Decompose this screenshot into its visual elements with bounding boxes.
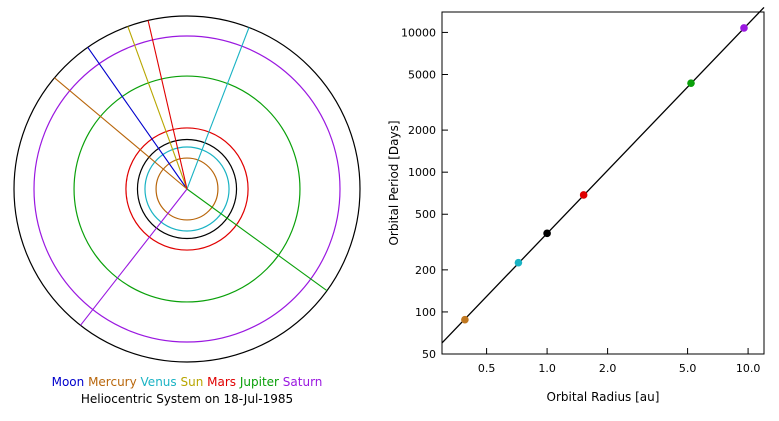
ray-mars	[147, 20, 188, 190]
period-radius-scatter-panel: 0.5 1.0 2.0 5.0 10.0 50 100 200 500 1000 2000 5000…	[387, 6, 765, 404]
orbit-earth	[136, 138, 238, 240]
x-axis-ticks: 0.5 1.0 2.0 5.0 10.0	[478, 348, 760, 375]
y-tick-label: 500	[415, 208, 436, 221]
orbit-mars	[125, 127, 249, 251]
ray-venus	[186, 27, 250, 190]
x-tick-label: 5.0	[679, 362, 697, 375]
scatter-points	[461, 24, 748, 324]
legend-saturn: Saturn	[279, 375, 322, 389]
data-point	[543, 229, 551, 238]
x-tick-label: 1.0	[538, 362, 556, 375]
ray-moon	[87, 46, 188, 190]
legend-jupiter: Jupiter	[236, 375, 279, 389]
legend-moon: Moon	[52, 375, 85, 389]
orbit-jupiter	[73, 75, 301, 303]
legend-sun: Sun	[177, 375, 204, 389]
x-axis-label: Orbital Radius [au]	[547, 390, 660, 404]
y-tick-label: 100	[415, 306, 436, 319]
data-point	[514, 258, 523, 267]
y-tick-label: 200	[415, 264, 436, 277]
heliocentric-orbit-panel: Heliocentric System on 18-Jul-1985 Moon …	[13, 15, 361, 406]
ray-saturn	[80, 188, 188, 326]
ray-sun	[127, 26, 188, 190]
y-tick-label: 50	[422, 348, 436, 361]
data-point	[687, 79, 695, 87]
data-point	[740, 24, 748, 32]
y-tick-label: 5000	[408, 68, 436, 81]
x-tick-label: 10.0	[736, 362, 761, 375]
orbit-venus	[144, 146, 230, 232]
y-tick-label: 10000	[401, 26, 436, 39]
x-tick-label: 0.5	[478, 362, 496, 375]
ray-jupiter	[186, 188, 328, 292]
direction-rays	[54, 20, 328, 326]
orbit-mercury	[155, 157, 219, 221]
legend-mercury: Mercury	[84, 375, 136, 389]
ray-mercury	[54, 77, 188, 190]
y-tick-label: 1000	[408, 166, 436, 179]
y-axis-ticks: 50 100 200 500 1000 2000 5000 10000	[401, 26, 448, 361]
legend-mars: Mars	[203, 375, 236, 389]
y-tick-label: 2000	[408, 124, 436, 137]
plot-frame	[441, 11, 765, 355]
data-point	[579, 191, 588, 199]
orbit-caption: Heliocentric System on 18-Jul-1985	[81, 392, 293, 406]
outer-boundary-circle	[13, 15, 361, 363]
legend-venus: Venus	[137, 375, 177, 389]
data-point	[461, 315, 469, 324]
fit-line	[441, 6, 765, 344]
y-axis-label: Orbital Period [Days]	[387, 120, 401, 245]
orbit-saturn	[33, 35, 341, 343]
orbit-circles	[13, 15, 361, 363]
orbit-legend: Moon Mercury Venus Sun Mars Jupiter Satu…	[52, 375, 323, 389]
x-tick-label: 2.0	[599, 362, 617, 375]
